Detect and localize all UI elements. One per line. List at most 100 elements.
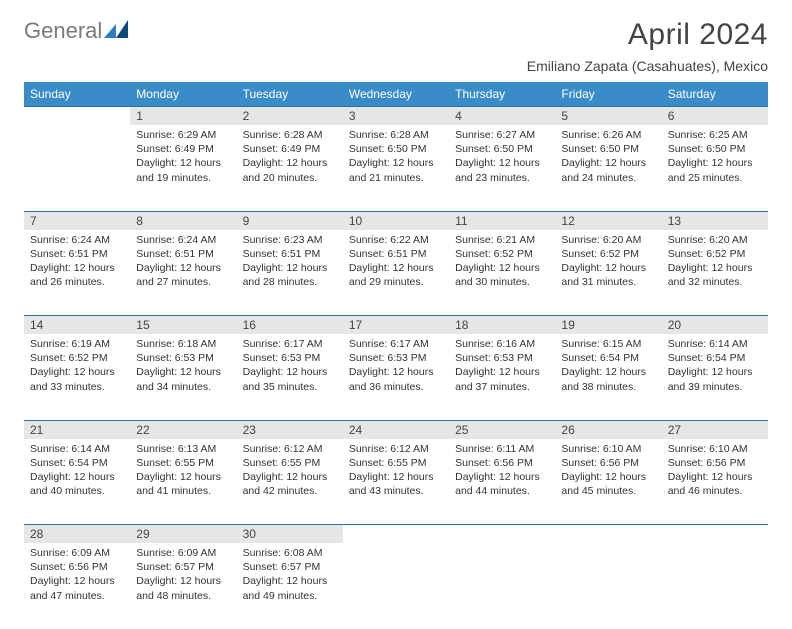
day-number-cell — [24, 107, 130, 126]
day-content-cell: Sunrise: 6:24 AMSunset: 6:51 PMDaylight:… — [130, 230, 236, 316]
sunrise-text: Sunrise: 6:25 AM — [668, 128, 762, 142]
day-content-cell: Sunrise: 6:26 AMSunset: 6:50 PMDaylight:… — [555, 125, 661, 211]
day-content-cell: Sunrise: 6:20 AMSunset: 6:52 PMDaylight:… — [662, 230, 768, 316]
sunrise-text: Sunrise: 6:18 AM — [136, 337, 230, 351]
day-content-cell: Sunrise: 6:14 AMSunset: 6:54 PMDaylight:… — [662, 334, 768, 420]
day-number-row: 123456 — [24, 107, 768, 126]
day-number-cell: 26 — [555, 420, 661, 439]
daylight-text: Daylight: 12 hours — [668, 365, 762, 379]
day-content-row: Sunrise: 6:29 AMSunset: 6:49 PM Daylight:… — [24, 125, 768, 211]
sunset-text: Sunset: 6:50 PM — [455, 142, 549, 156]
day-number-cell: 3 — [343, 107, 449, 126]
daylight-text: and 37 minutes. — [455, 380, 549, 394]
sunrise-text: Sunrise: 6:27 AM — [455, 128, 549, 142]
sunrise-text: Sunrise: 6:12 AM — [349, 442, 443, 456]
day-number-row: 14151617181920 — [24, 316, 768, 335]
calendar-header-row: Sunday Monday Tuesday Wednesday Thursday… — [24, 82, 768, 107]
sunrise-text: Sunrise: 6:22 AM — [349, 233, 443, 247]
daylight-text: Daylight: 12 hours — [243, 156, 337, 170]
sunrise-text: Sunrise: 6:14 AM — [30, 442, 124, 456]
weekday-header: Thursday — [449, 82, 555, 107]
daylight-text: and 48 minutes. — [136, 589, 230, 603]
sunrise-text: Sunrise: 6:29 AM — [136, 128, 230, 142]
day-content-row: Sunrise: 6:19 AMSunset: 6:52 PMDaylight:… — [24, 334, 768, 420]
daylight-text: and 41 minutes. — [136, 484, 230, 498]
sunset-text: Sunset: 6:49 PM — [136, 142, 230, 156]
daylight-text: Daylight: 12 hours — [243, 470, 337, 484]
sunset-text: Sunset: 6:54 PM — [561, 351, 655, 365]
day-content-cell: Sunrise: 6:19 AMSunset: 6:52 PMDaylight:… — [24, 334, 130, 420]
calendar-body: 123456 Sunrise: 6:29 AMSunset: 6:49 PM Day… — [24, 107, 768, 629]
daylight-text: and 33 minutes. — [30, 380, 124, 394]
day-content-cell: Sunrise: 6:10 AMSunset: 6:56 PMDaylight:… — [555, 439, 661, 525]
day-content-cell: Sunrise: 6:12 AMSunset: 6:55 PMDaylight:… — [343, 439, 449, 525]
daylight-text: and 25 minutes. — [668, 171, 762, 185]
sunrise-text: Sunrise: 6:23 AM — [243, 233, 337, 247]
daylight-text: Daylight: 12 hours — [243, 365, 337, 379]
daylight-text: Daylight: 12 hours — [668, 470, 762, 484]
daylight-text: and 47 minutes. — [30, 589, 124, 603]
day-content-cell: Sunrise: 6:08 AMSunset: 6:57 PMDaylight:… — [237, 543, 343, 629]
sunset-text: Sunset: 6:56 PM — [668, 456, 762, 470]
daylight-text: and 27 minutes. — [136, 275, 230, 289]
day-number-cell — [343, 525, 449, 544]
sunrise-text: Sunrise: 6:10 AM — [668, 442, 762, 456]
sunrise-text: Sunrise: 6:10 AM — [561, 442, 655, 456]
daylight-text: Daylight: 12 hours — [136, 365, 230, 379]
day-content-cell: Sunrise: 6:23 AMSunset: 6:51 PMDaylight:… — [237, 230, 343, 316]
daylight-text: Daylight: 12 hours — [349, 156, 443, 170]
sunset-text: Sunset: 6:55 PM — [243, 456, 337, 470]
sunrise-text: Sunrise: 6:11 AM — [455, 442, 549, 456]
sunset-text: Sunset: 6:56 PM — [30, 560, 124, 574]
day-number-cell: 12 — [555, 211, 661, 230]
day-content-cell — [343, 543, 449, 629]
daylight-text: Daylight: 12 hours — [243, 261, 337, 275]
day-number-cell: 30 — [237, 525, 343, 544]
sunset-text: Sunset: 6:50 PM — [349, 142, 443, 156]
day-number-cell — [555, 525, 661, 544]
sunset-text: Sunset: 6:53 PM — [455, 351, 549, 365]
day-content-cell: Sunrise: 6:18 AMSunset: 6:53 PMDaylight:… — [130, 334, 236, 420]
daylight-text: Daylight: 12 hours — [561, 470, 655, 484]
day-number-row: 282930 — [24, 525, 768, 544]
daylight-text: Daylight: 12 hours — [136, 470, 230, 484]
weekday-header: Tuesday — [237, 82, 343, 107]
day-content-cell: Sunrise: 6:13 AMSunset: 6:55 PMDaylight:… — [130, 439, 236, 525]
daylight-text: and 21 minutes. — [349, 171, 443, 185]
sunset-text: Sunset: 6:54 PM — [30, 456, 124, 470]
sunrise-text: Sunrise: 6:28 AM — [243, 128, 337, 142]
sunrise-text: Sunrise: 6:17 AM — [349, 337, 443, 351]
day-content-cell: Sunrise: 6:24 AMSunset: 6:51 PMDaylight:… — [24, 230, 130, 316]
sunset-text: Sunset: 6:51 PM — [243, 247, 337, 261]
daylight-text: and 40 minutes. — [30, 484, 124, 498]
sunset-text: Sunset: 6:50 PM — [561, 142, 655, 156]
sunrise-text: Sunrise: 6:17 AM — [243, 337, 337, 351]
weekday-header: Saturday — [662, 82, 768, 107]
sunset-text: Sunset: 6:51 PM — [349, 247, 443, 261]
sunrise-text: Sunrise: 6:15 AM — [561, 337, 655, 351]
weekday-header: Sunday — [24, 82, 130, 107]
daylight-text: and 28 minutes. — [243, 275, 337, 289]
daylight-text: Daylight: 12 hours — [561, 156, 655, 170]
day-content-cell: Sunrise: 6:09 AMSunset: 6:57 PMDaylight:… — [130, 543, 236, 629]
daylight-text: Daylight: 12 hours — [136, 574, 230, 588]
sunset-text: Sunset: 6:51 PM — [30, 247, 124, 261]
daylight-text: Daylight: 12 hours — [30, 261, 124, 275]
day-number-cell: 6 — [662, 107, 768, 126]
daylight-text: Daylight: 12 hours — [455, 156, 549, 170]
day-number-cell — [662, 525, 768, 544]
sunrise-text: Sunrise: 6:21 AM — [455, 233, 549, 247]
calendar-table: Sunday Monday Tuesday Wednesday Thursday… — [24, 82, 768, 629]
day-content-row: Sunrise: 6:14 AMSunset: 6:54 PM Daylight:… — [24, 439, 768, 525]
day-content-cell: Sunrise: 6:25 AMSunset: 6:50 PMDaylight:… — [662, 125, 768, 211]
day-content-cell: Sunrise: 6:11 AMSunset: 6:56 PMDaylight:… — [449, 439, 555, 525]
weekday-header: Monday — [130, 82, 236, 107]
day-number-cell: 13 — [662, 211, 768, 230]
daylight-text: and 36 minutes. — [349, 380, 443, 394]
weekday-header: Friday — [555, 82, 661, 107]
daylight-text: Daylight: 12 hours — [243, 574, 337, 588]
sunset-text: Sunset: 6:53 PM — [136, 351, 230, 365]
day-content-cell: Sunrise: 6:27 AMSunset: 6:50 PMDaylight:… — [449, 125, 555, 211]
month-title: April 2024 — [527, 18, 768, 52]
day-number-cell: 18 — [449, 316, 555, 335]
